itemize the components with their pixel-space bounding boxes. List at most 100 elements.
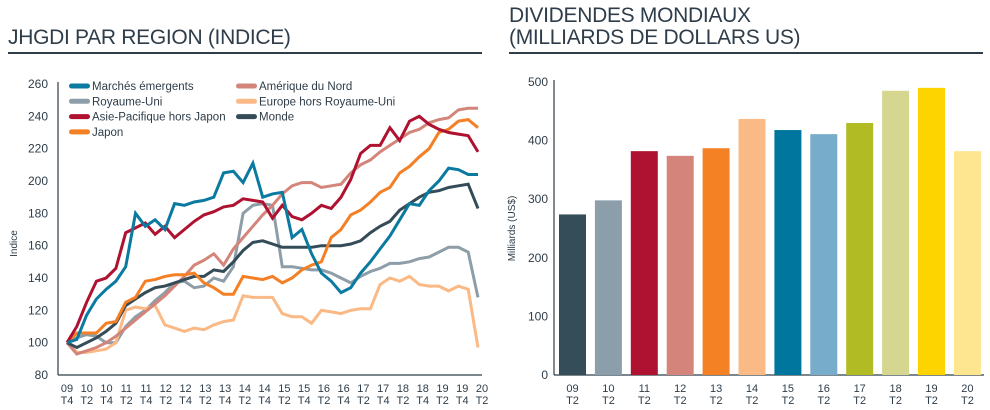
x-tick-label-year: 18 [889,383,901,395]
bar-17 [846,123,874,376]
left-chart-title: JHGDI PAR REGION (INDICE) [8,26,291,49]
legend-label: Marchés émergents [92,81,194,93]
y-tick-label: 240 [28,109,48,123]
series-line-march-s-mergents [66,159,478,345]
legend-label: Royaume-Uni [92,96,162,108]
x-tick-label-quarter: T2 [961,395,974,407]
x-tick-label-year: 13 [710,383,722,395]
bar-15 [774,130,802,375]
y-tick-label: 260 [28,77,48,91]
x-tick-label-year: 12 [674,383,686,395]
x-tick-label-quarter: T4 [298,395,311,407]
x-tick-label-year: 19 [925,383,937,395]
legend-label: Europe hors Royaume-Uni [259,96,395,108]
x-tick-label-year: 11 [140,383,151,395]
x-tick-label-year: 15 [782,383,794,395]
legend-label: Japon [92,127,123,139]
legend-label: Amérique du Nord [259,81,352,93]
x-tick-label-quarter: T2 [120,395,133,407]
x-tick-label-year: 18 [397,383,409,395]
x-tick-label-quarter: T4 [179,395,192,407]
x-tick-label-quarter: T2 [436,395,449,407]
x-tick-label-quarter: T2 [710,395,723,407]
x-tick-label-quarter: T2 [638,395,651,407]
series-line-asie-pacifique-hors-japon [65,114,480,344]
x-tick-label-year: 19 [456,383,468,395]
x-tick-label-year: 12 [160,383,172,395]
y-tick-label: 200 [528,251,548,265]
x-tick-label-year: 14 [258,383,270,395]
x-tick-label-year: 14 [746,383,758,395]
x-tick-label-quarter: T2 [357,395,370,407]
x-tick-label-quarter: T4 [140,395,153,407]
x-tick-label-year: 10 [81,383,93,395]
x-tick-label-quarter: T2 [674,395,687,407]
x-tick-label-year: 13 [199,383,211,395]
x-tick-label-quarter: T2 [476,395,489,407]
x-tick-label-quarter: T2 [889,395,902,407]
y-tick-label: 120 [28,303,48,317]
x-tick-label-year: 17 [377,383,389,395]
x-tick-label-year: 11 [639,383,650,395]
x-tick-label-year: 14 [239,383,251,395]
bar-19 [918,87,945,376]
x-tick-label-year: 15 [298,383,310,395]
x-tick-label-year: 17 [854,383,866,395]
series-line-japon [65,118,479,344]
x-tick-label-year: 16 [318,383,330,395]
x-tick-label-year: 10 [100,383,112,395]
x-tick-label-quarter: T4 [377,395,390,407]
x-tick-label-year: 13 [219,383,231,395]
x-tick-label-year: 09 [61,383,73,395]
legend-swatch [236,98,257,104]
x-tick-label-quarter: T2 [566,395,579,407]
x-tick-label-year: 20 [961,383,973,395]
legend-swatch [69,114,90,120]
x-tick-label-quarter: T4 [61,395,74,407]
x-tick-label-quarter: T4 [456,395,469,407]
right-chart-title-line1: DIVIDENDES MONDIAUX [509,4,751,27]
x-tick-label-year: 10 [602,383,614,395]
x-tick-label-year: 12 [179,383,191,395]
x-tick-label-quarter: T2 [199,395,212,407]
x-tick-label-quarter: T4 [337,395,350,407]
x-tick-label-year: 16 [818,383,830,395]
y-tick-label: 500 [528,75,548,89]
x-tick-label-quarter: T2 [925,395,938,407]
y-tick-label: 140 [28,271,48,285]
x-tick-label-quarter: T4 [416,395,429,407]
y-axis-title: Milliards (US$) [507,196,518,262]
legend-swatch [236,114,257,120]
x-tick-label-quarter: T4 [258,395,271,407]
x-tick-label-quarter: T2 [817,395,830,407]
x-tick-label-year: 19 [436,383,448,395]
legend-label: Asie-Pacifique hors Japon [92,112,226,124]
x-tick-label-quarter: T2 [602,395,615,407]
right-chart-title-line2: (MILLIARDS DE DOLLARS US) [509,26,801,49]
x-tick-label-quarter: T2 [853,395,866,407]
x-tick-label-quarter: T2 [781,395,794,407]
left-title-divider [8,52,482,54]
y-tick-label: 100 [28,336,48,350]
legend: Marchés émergents Amérique du Nord Royaume… [69,81,395,139]
y-tick-label: 180 [28,206,48,220]
x-tick-label-quarter: T2 [746,395,759,407]
x-tick-label-quarter: T2 [80,395,93,407]
legend-swatch [69,129,90,135]
right-title-divider [509,52,983,54]
bar-11 [630,151,658,375]
y-tick-label: 80 [35,368,49,382]
x-tick-label-year: 11 [121,383,132,395]
x-tick-label-year: 09 [566,383,578,395]
bar-09 [559,214,586,375]
legend-swatch [69,83,90,89]
bar-18 [882,90,910,375]
y-tick-label: 200 [28,174,48,188]
x-tick-label-quarter: T2 [159,395,172,407]
legend-swatch [236,83,257,89]
x-tick-label-year: 15 [278,383,290,395]
x-tick-label-quarter: T4 [219,395,232,407]
x-tick-label-year: 20 [476,383,488,395]
bar-14 [738,118,766,375]
